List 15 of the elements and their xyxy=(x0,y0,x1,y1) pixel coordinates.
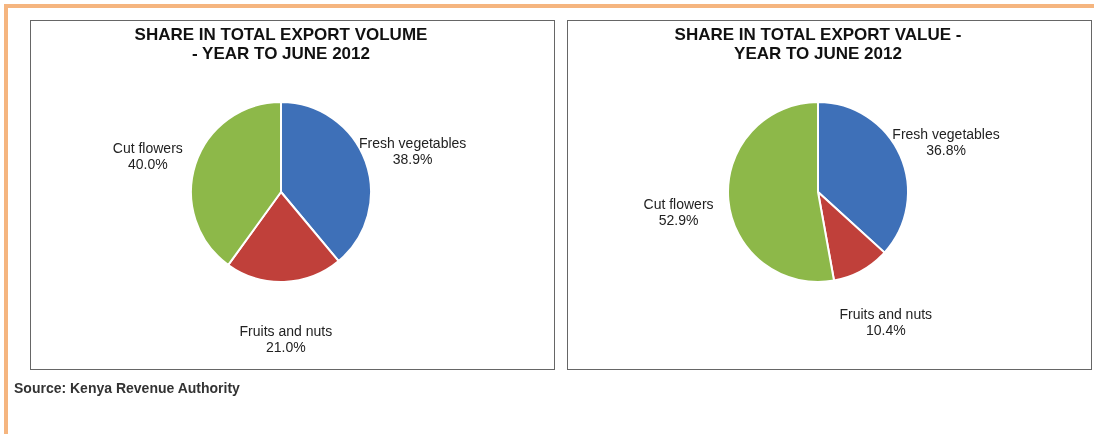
data-label: 36.8% xyxy=(926,142,966,159)
slice-label: Cut flowers xyxy=(112,139,183,156)
data-label: 40.0% xyxy=(127,155,168,172)
data-label: 38.9% xyxy=(392,151,433,168)
slice-label: Fruits and nuts xyxy=(839,305,933,322)
slice-label: Fresh vegetables xyxy=(358,135,467,152)
chart-title: SHARE IN TOTAL EXPORT VALUE - YEAR TO JUNE 2012 xyxy=(674,25,962,63)
data-label: 21.0% xyxy=(265,338,306,355)
slice-label: Fresh vegetables xyxy=(892,126,1000,143)
data-label: 52.9% xyxy=(658,211,699,228)
source-note: Source: Kenya Revenue Authority xyxy=(14,380,240,396)
chart-title: SHARE IN TOTAL EXPORT VOLUME - YEAR TO JUNE 2012 xyxy=(134,25,428,63)
data-label: 10.4% xyxy=(865,321,906,338)
slice-label: Cut flowers xyxy=(643,195,714,212)
slice-label: Fruits and nuts xyxy=(239,322,333,339)
